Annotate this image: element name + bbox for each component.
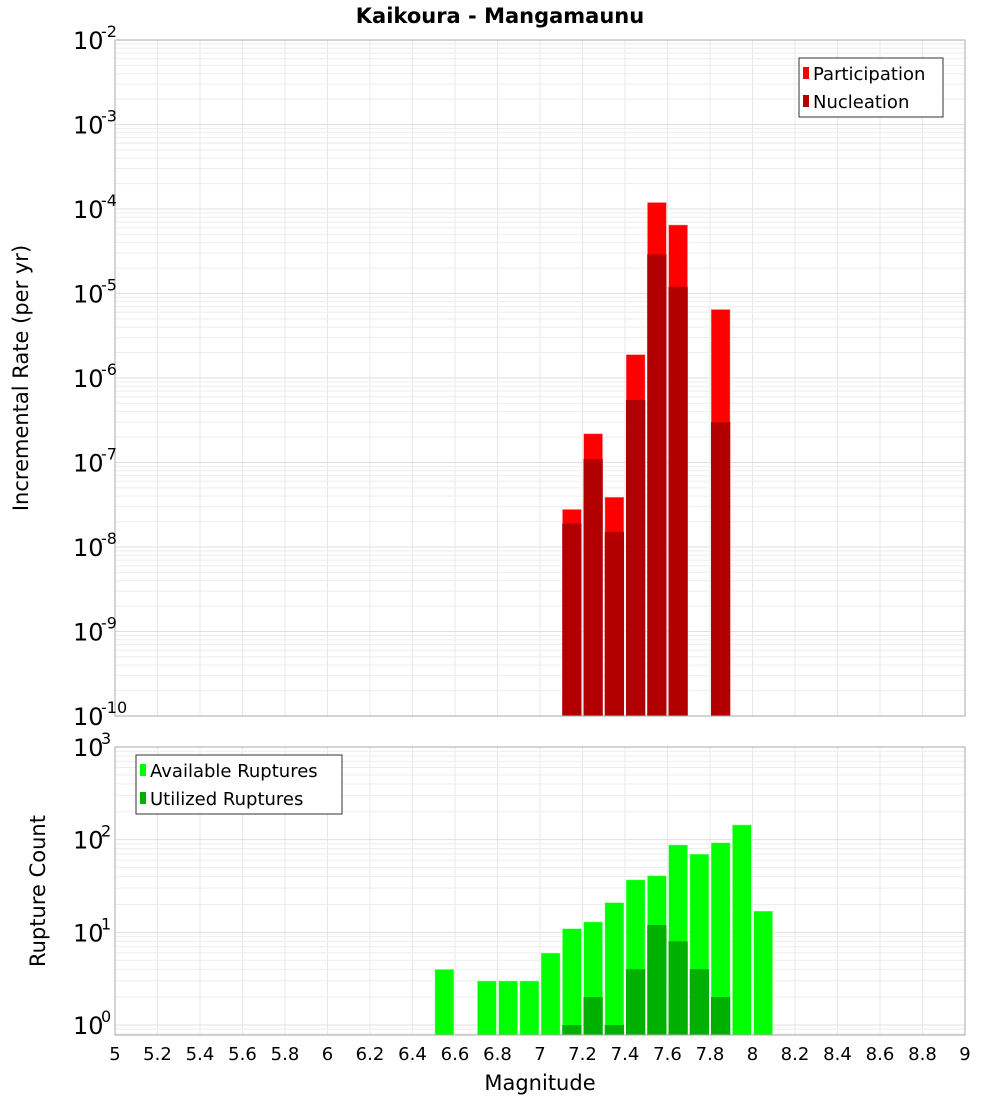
xtick-label: 6.8 — [483, 1044, 512, 1065]
top-bar-nucleation — [647, 254, 667, 716]
top-grid — [114, 39, 966, 717]
top-bar-nucleation — [711, 422, 731, 716]
xtick-label: 8.4 — [823, 1044, 852, 1065]
xtick-label: 8.2 — [781, 1044, 810, 1065]
top-ytick-label: 10 — [73, 619, 104, 647]
top-bars — [561, 201, 731, 717]
bottom-bar-utilized-ruptures — [583, 997, 603, 1035]
xtick-label: 7.2 — [568, 1044, 597, 1065]
top-ytick-exponent: -5 — [101, 276, 117, 295]
top-ytick-label: 10 — [73, 27, 104, 55]
bottom-bar-available-ruptures — [476, 980, 497, 1036]
top-ytick-exponent: -9 — [101, 614, 117, 633]
bottom-bar-available-ruptures — [604, 901, 625, 1036]
legend-swatch-utilized — [140, 792, 146, 804]
top-bar-nucleation — [562, 523, 582, 716]
bottom-ytick-exponent: 3 — [101, 729, 111, 748]
xtick-label: 6.4 — [398, 1044, 427, 1065]
top-ytick-exponent: -3 — [101, 107, 117, 126]
top-ytick-label: 10 — [73, 196, 104, 224]
top-ytick-label: 10 — [73, 281, 104, 309]
bottom-bar-utilized-ruptures — [711, 997, 731, 1035]
legend-swatch-participation — [803, 67, 809, 79]
top-ytick-label: 10 — [73, 112, 104, 140]
top-ytick-exponent: -4 — [101, 191, 117, 210]
top-ytick-exponent: -6 — [101, 360, 117, 379]
xtick-label: 5.4 — [186, 1044, 215, 1065]
bottom-ytick-exponent: 2 — [101, 822, 111, 841]
xtick-label: 8.8 — [908, 1044, 937, 1065]
xtick-label: 5.6 — [228, 1044, 257, 1065]
bottom-xticks: 5 5.2 5.4 5.6 5.8 6 6.2 6.4 6.6 6.8 7 7.2 7.4 7.6 7.8 8… — [109, 1044, 970, 1065]
bottom-bar-utilized-ruptures — [647, 924, 667, 1035]
top-bar-nucleation — [604, 532, 624, 716]
xtick-label: 6.6 — [441, 1044, 470, 1065]
bottom-bar-available-ruptures — [753, 910, 774, 1036]
bottom-bars — [434, 824, 774, 1036]
bottom-plot-frame — [114, 746, 966, 1036]
top-bar-nucleation — [668, 286, 688, 716]
bottom-bar-utilized-ruptures — [604, 1025, 624, 1035]
xtick-label: 9 — [959, 1044, 970, 1065]
bottom-ylabel: Rupture Count — [26, 815, 50, 967]
legend-swatch-available — [140, 764, 146, 776]
bottom-ytick-label: 10 — [73, 827, 104, 855]
chart-title: Kaikoura - Mangamaunu — [356, 4, 644, 28]
xtick-label: 8.6 — [866, 1044, 895, 1065]
xtick-label: 5.8 — [271, 1044, 300, 1065]
bottom-bar-available-ruptures — [731, 824, 752, 1036]
bottom-ytick-label: 10 — [73, 734, 104, 762]
top-ytick-exponent: -10 — [101, 698, 127, 717]
top-ytick-label: 10 — [73, 703, 104, 731]
xtick-label: 5 — [109, 1044, 120, 1065]
top-yticks: 10-210-310-410-510-610-710-810-910-10 — [73, 22, 127, 731]
legend-label-participation: Participation — [813, 64, 925, 85]
bottom-bar-utilized-ruptures — [668, 941, 688, 1035]
bottom-ytick-label: 10 — [73, 919, 104, 947]
top-ytick-label: 10 — [73, 365, 104, 393]
xtick-label: 7.4 — [611, 1044, 640, 1065]
bottom-ytick-exponent: 0 — [101, 1007, 111, 1026]
top-ytick-label: 10 — [73, 450, 104, 478]
top-ytick-exponent: -7 — [101, 445, 117, 464]
top-ytick-label: 10 — [73, 534, 104, 562]
xtick-label: 6 — [322, 1044, 333, 1065]
xtick-label: 8 — [747, 1044, 758, 1065]
bottom-legend: Available Ruptures Utilized Ruptures — [135, 754, 343, 815]
bottom-bar-available-ruptures — [561, 927, 582, 1036]
legend-label-utilized: Utilized Ruptures — [150, 789, 303, 810]
xtick-label: 7.8 — [696, 1044, 725, 1065]
legend-label-nucleation: Nucleation — [813, 92, 909, 113]
xtick-label: 7 — [534, 1044, 545, 1065]
bottom-bar-available-ruptures — [540, 952, 561, 1036]
xtick-label: 7.6 — [653, 1044, 682, 1065]
top-bar-nucleation — [583, 459, 603, 716]
top-ytick-exponent: -2 — [101, 22, 117, 41]
top-bar-nucleation — [626, 399, 646, 716]
xtick-label: 6.2 — [356, 1044, 385, 1065]
bottom-ytick-label: 10 — [73, 1012, 104, 1040]
bottom-bar-utilized-ruptures — [626, 969, 646, 1035]
legend-label-available: Available Ruptures — [150, 761, 318, 782]
bottom-bar-available-ruptures — [498, 980, 519, 1036]
bottom-bar-available-ruptures — [434, 968, 455, 1036]
xlabel: Magnitude — [484, 1071, 595, 1095]
bottom-bar-utilized-ruptures — [689, 969, 709, 1035]
legend-swatch-nucleation — [803, 95, 809, 107]
bottom-bar-available-ruptures — [519, 980, 540, 1036]
xtick-label: 5.2 — [143, 1044, 172, 1065]
top-plot-frame — [114, 39, 966, 717]
bottom-bar-utilized-ruptures — [562, 1025, 582, 1035]
top-legend: Participation Nucleation — [798, 57, 944, 118]
top-ylabel: Incremental Rate (per yr) — [9, 245, 33, 511]
bottom-ytick-exponent: 1 — [101, 914, 111, 933]
top-ytick-exponent: -8 — [101, 529, 117, 548]
